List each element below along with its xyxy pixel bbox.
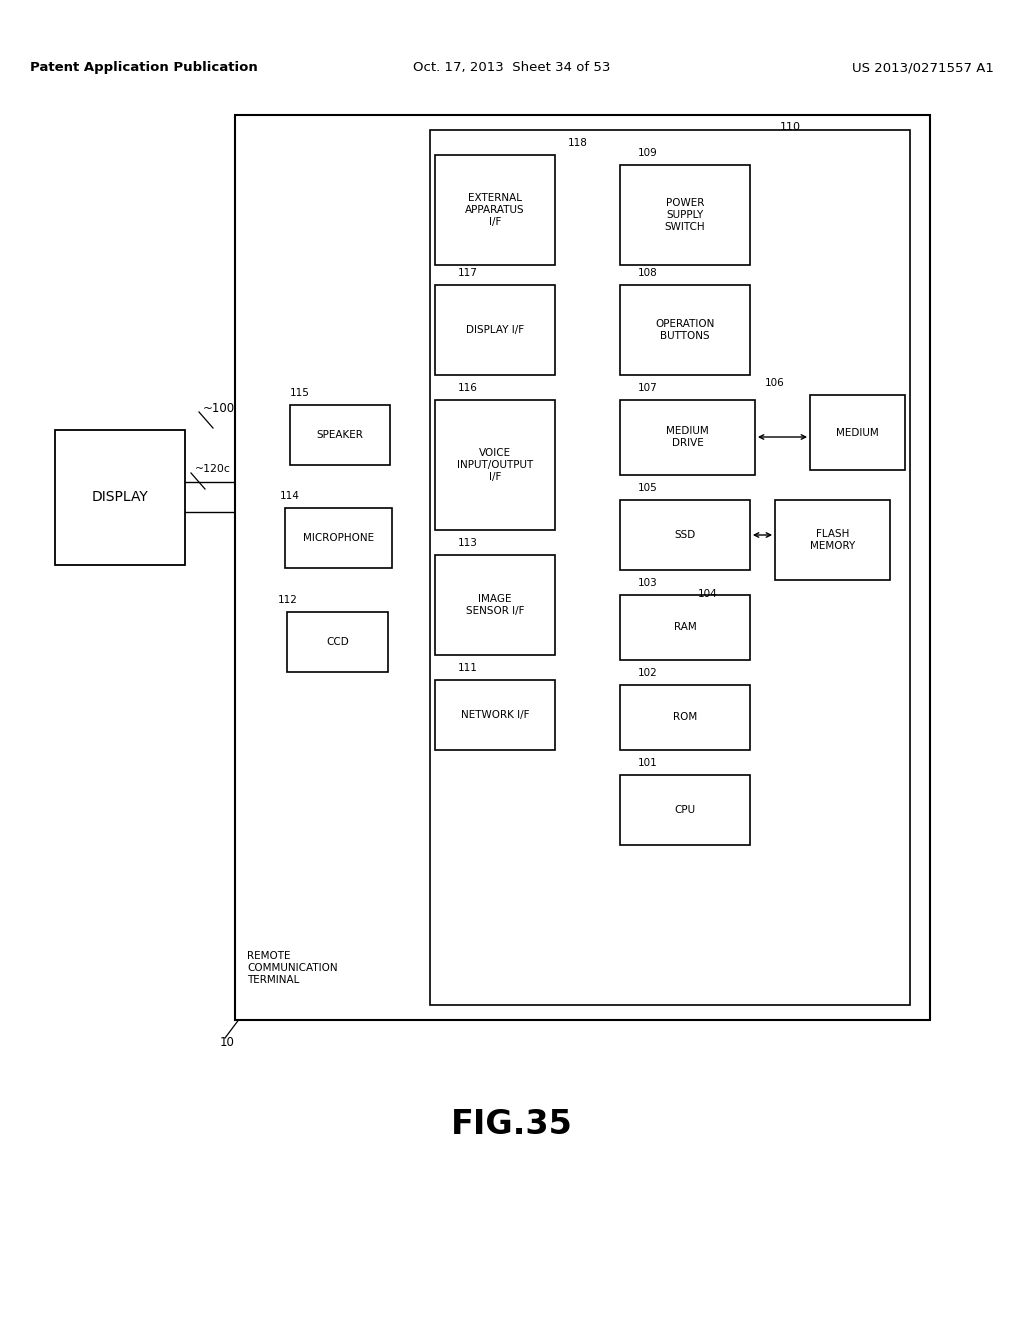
Text: DISPLAY: DISPLAY <box>91 490 148 504</box>
Text: 105: 105 <box>638 483 657 492</box>
Text: 116: 116 <box>458 383 478 393</box>
Text: 113: 113 <box>458 539 478 548</box>
Text: FIG.35: FIG.35 <box>451 1109 573 1142</box>
Bar <box>810 395 905 470</box>
Text: 110: 110 <box>780 121 801 132</box>
Text: RAM: RAM <box>674 623 696 632</box>
Text: ~100: ~100 <box>203 401 236 414</box>
Bar <box>620 500 750 570</box>
Bar <box>234 115 930 1020</box>
Text: REMOTE
COMMUNICATION
TERMINAL: REMOTE COMMUNICATION TERMINAL <box>247 950 338 985</box>
Text: NETWORK I/F: NETWORK I/F <box>461 710 529 719</box>
Text: CPU: CPU <box>675 805 695 814</box>
Text: 107: 107 <box>638 383 657 393</box>
Text: 108: 108 <box>638 268 657 279</box>
Text: IMAGE
SENSOR I/F: IMAGE SENSOR I/F <box>466 594 524 616</box>
Bar <box>435 154 555 265</box>
Text: US 2013/0271557 A1: US 2013/0271557 A1 <box>852 62 994 74</box>
Text: VOICE
INPUT/OUTPUT
I/F: VOICE INPUT/OUTPUT I/F <box>457 447 534 482</box>
Text: EXTERNAL
APPARATUS
I/F: EXTERNAL APPARATUS I/F <box>465 193 525 227</box>
Bar <box>430 129 910 1005</box>
Text: 106: 106 <box>765 378 784 388</box>
Text: CCD: CCD <box>326 638 349 647</box>
Text: 118: 118 <box>568 139 588 148</box>
Text: 114: 114 <box>280 491 300 502</box>
Bar <box>620 775 750 845</box>
Text: MEDIUM
DRIVE: MEDIUM DRIVE <box>667 426 709 449</box>
Text: 111: 111 <box>458 663 478 673</box>
Bar <box>620 595 750 660</box>
Text: 109: 109 <box>638 148 657 158</box>
Bar <box>620 165 750 265</box>
Bar <box>55 430 185 565</box>
Bar <box>435 400 555 531</box>
Text: MEDIUM: MEDIUM <box>837 428 879 437</box>
Bar <box>620 400 755 475</box>
Bar <box>775 500 890 579</box>
Text: FLASH
MEMORY: FLASH MEMORY <box>810 529 855 550</box>
Text: Patent Application Publication: Patent Application Publication <box>30 62 258 74</box>
Text: 10: 10 <box>220 1035 234 1048</box>
Text: Oct. 17, 2013  Sheet 34 of 53: Oct. 17, 2013 Sheet 34 of 53 <box>414 62 610 74</box>
Bar <box>435 680 555 750</box>
Text: 104: 104 <box>698 589 718 599</box>
Text: 112: 112 <box>278 595 298 605</box>
Bar <box>435 554 555 655</box>
Text: MICROPHONE: MICROPHONE <box>303 533 374 543</box>
Bar <box>435 285 555 375</box>
Text: ~120c: ~120c <box>195 465 230 474</box>
Text: 117: 117 <box>458 268 478 279</box>
Text: SSD: SSD <box>675 531 695 540</box>
Bar <box>287 612 388 672</box>
Text: OPERATION
BUTTONS: OPERATION BUTTONS <box>655 319 715 341</box>
Text: POWER
SUPPLY
SWITCH: POWER SUPPLY SWITCH <box>665 198 706 232</box>
Bar <box>620 685 750 750</box>
Text: ROM: ROM <box>673 713 697 722</box>
Text: 102: 102 <box>638 668 657 678</box>
Text: SPEAKER: SPEAKER <box>316 430 364 440</box>
Bar <box>285 508 392 568</box>
Text: DISPLAY I/F: DISPLAY I/F <box>466 325 524 335</box>
Text: 103: 103 <box>638 578 657 587</box>
Bar <box>620 285 750 375</box>
Text: 101: 101 <box>638 758 657 768</box>
Text: 115: 115 <box>290 388 310 399</box>
Bar <box>290 405 390 465</box>
